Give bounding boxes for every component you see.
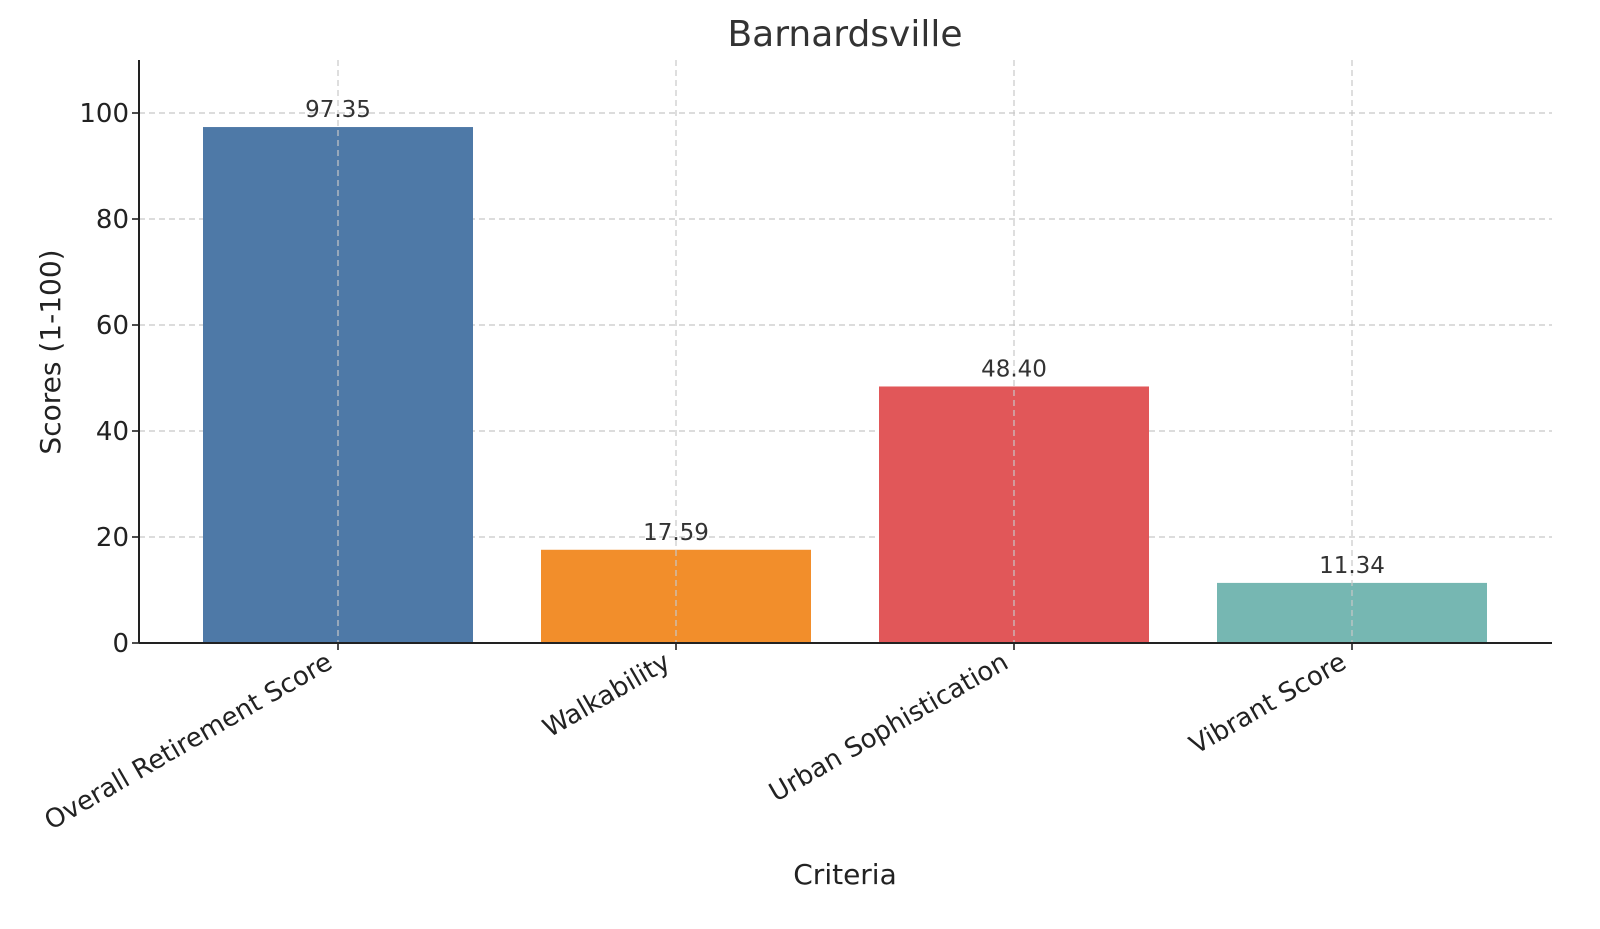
axis-layer xyxy=(132,60,1552,650)
bar-value-label: 97.35 xyxy=(305,97,371,123)
x-tick-label: Overall Retirement Score xyxy=(40,647,338,836)
x-axis-label: Criteria xyxy=(793,858,897,891)
bar-value-label: 11.34 xyxy=(1319,553,1385,579)
y-tick-label: 40 xyxy=(96,417,129,447)
y-tick-label: 100 xyxy=(79,99,129,129)
bar-layer xyxy=(203,127,1487,644)
y-tick-label: 60 xyxy=(96,311,129,341)
y-tick-label: 0 xyxy=(112,629,129,659)
y-tick-label: 80 xyxy=(96,205,129,235)
chart-title: Barnardsville xyxy=(727,14,962,55)
x-tick-label: Vibrant Score xyxy=(1185,647,1352,761)
y-axis-label: Scores (1-100) xyxy=(34,249,67,454)
y-tick-label: 20 xyxy=(96,523,129,553)
x-tick-label: Urban Sophistication xyxy=(764,647,1013,808)
bar-value-label: 17.59 xyxy=(643,520,709,546)
x-tick-label: Walkability xyxy=(538,647,676,744)
vertical-grid-layer xyxy=(337,60,1353,643)
bar-value-label: 48.40 xyxy=(981,356,1047,382)
